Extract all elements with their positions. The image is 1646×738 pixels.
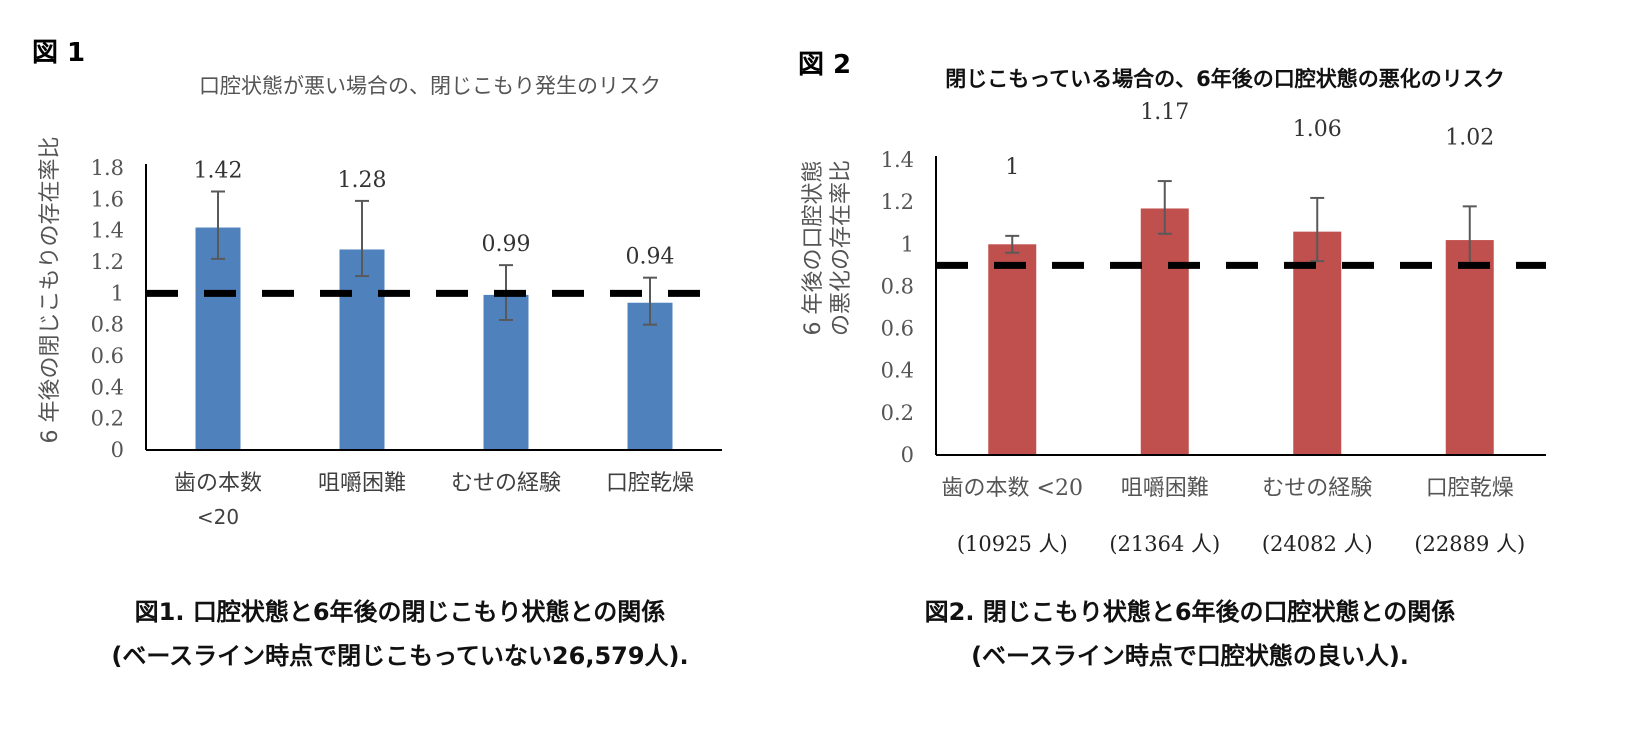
chart1-y-tick-label: 0.6 (91, 344, 124, 368)
chart-1: 0 0.2 0.4 0.6 0.8 1 1.2 1.4 1.6 1.8 6 年後の閉じこもりの存在率… (38, 137, 722, 529)
chart1-data-label: 1.28 (338, 168, 387, 193)
chart2-data-label: 1 (1005, 155, 1019, 180)
chart1-category-label-suffix: <20 (197, 505, 239, 529)
chart1-y-tick-label: 1.2 (91, 250, 124, 274)
chart2-category-label: むせの経験 (1262, 476, 1372, 501)
chart2-category-label: 口腔乾燥 (1426, 476, 1514, 501)
chart2-category-count: (21364 人) (1109, 532, 1220, 556)
chart2-y-tick-label: 1 (901, 232, 914, 256)
chart2-category-label: 咀嚼困難 (1121, 476, 1209, 501)
chart1-y-tick-label: 1.4 (91, 219, 124, 243)
chart1-category-label: 歯の本数 (174, 471, 262, 496)
chart2-category-label: 歯の本数 <20 (942, 476, 1083, 501)
chart2-bar (988, 244, 1037, 455)
chart1-bar (627, 302, 673, 450)
chart1-category-label: 口腔乾燥 (606, 471, 694, 496)
figure-2-caption: 図2. 閉じこもり状態と6年後の口腔状態との関係 (ベースライン時点で口腔状態の… (820, 590, 1560, 678)
chart2-category-count: (10925 人) (957, 532, 1068, 556)
chart2-y-tick-label: 0.8 (881, 274, 914, 298)
chart1-data-label: 0.99 (482, 232, 531, 257)
chart-2: 0 0.2 0.4 0.6 0.8 1 1.2 1.4 6 年後の口腔状態 の悪化の存在率比 1 歯の… (801, 100, 1546, 556)
chart2-data-label: 1.17 (1140, 100, 1189, 125)
chart2-category-count: (22889 人) (1414, 532, 1525, 556)
chart2-bar (1445, 240, 1494, 455)
chart2-y-tick-label: 1.4 (881, 148, 914, 172)
chart1-y-tick-label: 1.6 (91, 187, 124, 211)
chart1-y-tick-label: 0 (111, 438, 124, 462)
chart1-y-tick-label: 1 (111, 281, 124, 305)
chart1-y-tick-label: 0.2 (91, 407, 124, 431)
chart2-bar (1293, 231, 1342, 455)
chart2-data-label: 1.06 (1293, 117, 1342, 142)
figure-1-caption: 図1. 口腔状態と6年後の閉じこもり状態との関係 (ベースライン時点で閉じこもっ… (40, 590, 760, 678)
figure-2-caption-line-1: 図2. 閉じこもり状態と6年後の口腔状態との関係 (924, 598, 1456, 626)
figure-1-label: 図 1 (32, 38, 86, 68)
figure-2-caption-line-2: (ベースライン時点で口腔状態の良い人). (971, 642, 1409, 670)
chart2-y-axis-label: の悪化の存在率比 (829, 160, 854, 336)
chart2-data-label: 1.02 (1445, 125, 1494, 150)
chart-1-title: 口腔状態が悪い場合の、閉じこもり発生のリスク (199, 74, 661, 98)
chart1-bar (339, 249, 385, 450)
figure-1-caption-line-1: 図1. 口腔状態と6年後の閉じこもり状態との関係 (134, 598, 666, 626)
chart2-bar (1140, 208, 1189, 455)
chart1-data-label: 0.94 (626, 245, 675, 270)
chart2-category-count: (24082 人) (1262, 532, 1373, 556)
chart2-y-tick-label: 0.2 (881, 401, 914, 425)
chart1-bar (195, 227, 241, 450)
chart2-y-axis-label: 6 年後の口腔状態 (801, 161, 826, 336)
chart2-y-tick-label: 0 (901, 443, 914, 467)
chart2-y-tick-label: 1.2 (881, 190, 914, 214)
chart1-y-axis-label: 6 年後の閉じこもりの存在率比 (38, 137, 63, 444)
chart1-y-tick-label: 1.8 (91, 156, 124, 180)
figure-2-label: 図 2 (798, 50, 852, 80)
chart1-y-tick-label: 0.8 (91, 313, 124, 337)
chart1-data-label: 1.42 (194, 159, 243, 184)
chart1-y-tick-label: 0.4 (91, 375, 124, 399)
figure-1-caption-line-2: (ベースライン時点で閉じこもっていない26,579人). (111, 642, 689, 670)
chart-2-title: 閉じこもっている場合の、6年後の口腔状態の悪化のリスク (945, 67, 1505, 91)
chart1-category-label: むせの経験 (451, 471, 561, 496)
chart1-category-label: 咀嚼困難 (318, 471, 406, 496)
chart2-y-tick-label: 0.6 (881, 317, 914, 341)
chart2-y-tick-label: 0.4 (881, 359, 914, 383)
